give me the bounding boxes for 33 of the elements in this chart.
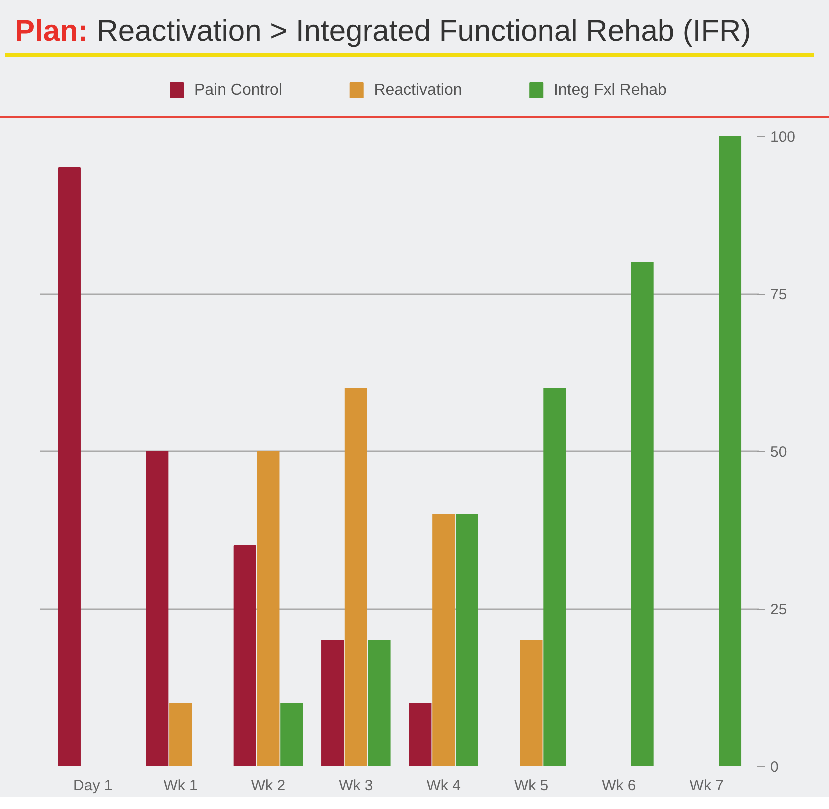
bar xyxy=(719,136,742,766)
bar xyxy=(631,262,654,766)
bar xyxy=(520,640,543,766)
legend-label: Pain Control xyxy=(194,82,283,99)
bar xyxy=(456,514,478,766)
bar xyxy=(146,451,169,766)
bar xyxy=(409,703,432,766)
bar xyxy=(322,640,344,766)
x-tick-label: Wk 1 xyxy=(164,778,198,794)
bar xyxy=(432,514,456,766)
x-tick-label: Wk 4 xyxy=(426,778,461,794)
x-tick-label: Day 1 xyxy=(74,778,113,794)
x-tick-label: Wk 6 xyxy=(602,778,636,794)
x-tick-label: Wk 3 xyxy=(339,778,374,794)
bar xyxy=(170,703,192,766)
bar xyxy=(344,388,368,766)
bar xyxy=(544,388,566,766)
x-tick-label: Wk 2 xyxy=(251,778,286,794)
bar xyxy=(257,451,280,766)
y-tick-label: 100 xyxy=(770,129,796,146)
y-tick-label: 50 xyxy=(770,444,788,461)
y-tick-label: 75 xyxy=(770,286,788,304)
x-tick-label: Wk 7 xyxy=(690,778,724,794)
chart-title: Plan: Reactivation > Integrated Functional Rehab (IFR) xyxy=(15,15,752,48)
y-tick-label: 25 xyxy=(770,602,788,618)
y-tick-label: 0 xyxy=(770,759,779,776)
bar xyxy=(280,703,304,766)
bar xyxy=(368,640,391,766)
legend-label: Reactivation xyxy=(374,82,462,99)
bar xyxy=(58,168,81,766)
legend-label: Integ Fxl Rehab xyxy=(554,82,668,99)
x-tick-label: Wk 5 xyxy=(514,778,549,794)
bar xyxy=(234,546,256,766)
